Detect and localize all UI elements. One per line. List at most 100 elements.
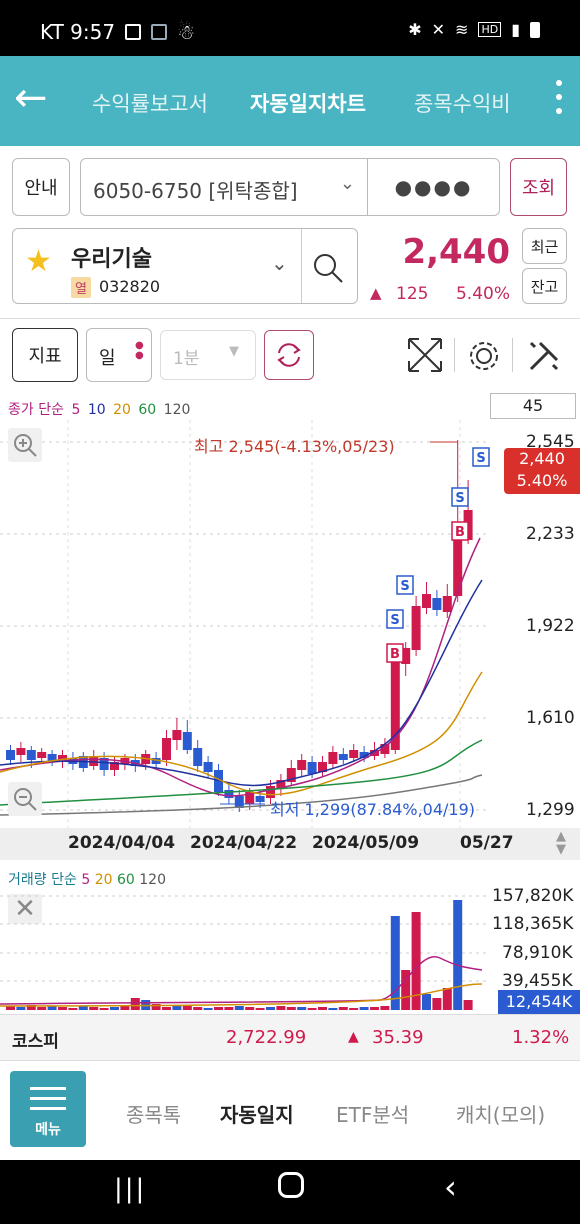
account-select[interactable]: 6050-6750 [위탁종합] ⌄ — [80, 158, 368, 216]
volume-bar — [349, 1008, 359, 1010]
volume-chart[interactable] — [0, 888, 580, 1012]
volume-bar — [182, 1005, 192, 1010]
favorite-star-icon[interactable]: ★ — [25, 244, 52, 279]
candle — [37, 752, 47, 758]
ma-line — [0, 739, 483, 806]
interval-select: 1분 ▼ — [160, 330, 256, 380]
date-tick: 2024/04/04 — [68, 833, 176, 853]
candle — [276, 780, 286, 788]
close-icon[interactable]: ✕ — [8, 894, 42, 924]
candle — [182, 732, 192, 750]
candle — [401, 648, 411, 664]
nav-item-catch[interactable]: 캐치(모의) — [456, 1103, 546, 1127]
marker-rate: 5.40% — [516, 471, 568, 490]
ma-line — [0, 671, 483, 796]
tab-return-report[interactable]: 수익률보고서 — [92, 92, 208, 116]
candle — [442, 596, 452, 612]
nav-item-auto-journal[interactable]: 자동일지 — [220, 1103, 294, 1127]
expand-icon[interactable] — [406, 336, 444, 374]
price-change-rate: 5.40% — [455, 284, 510, 304]
tab-auto-journal-chart[interactable]: 자동일지차트 — [250, 92, 366, 116]
balance-button[interactable]: 잔고 — [522, 268, 567, 304]
zoom-in-icon[interactable] — [8, 428, 42, 466]
candle — [151, 758, 161, 764]
nav-item-stock-talk[interactable]: 종목톡 — [126, 1103, 182, 1127]
price-chart[interactable]: S S B S B S — [0, 420, 580, 828]
vol-ma-20-label: 20 — [94, 872, 113, 888]
refresh-button[interactable] — [264, 330, 314, 380]
back-icon[interactable]: ‹ — [444, 1168, 457, 1206]
hd-badge: HD — [478, 22, 502, 37]
menu-button[interactable]: 메뉴 — [10, 1071, 86, 1147]
stock-select[interactable]: ★ 우리기술 열 032820 ⌄ — [12, 228, 358, 304]
candle — [380, 744, 390, 754]
trade-marker-label: S — [400, 579, 409, 594]
volume-bar — [359, 1007, 369, 1010]
recent-button[interactable]: 최근 — [522, 228, 567, 264]
app-icon: ☃ — [177, 20, 195, 44]
trade-marker-label: S — [455, 491, 464, 506]
recents-icon[interactable]: ||| — [114, 1174, 147, 1204]
volume-bar — [432, 998, 442, 1010]
volume-bar — [89, 1007, 99, 1010]
wifi-icon: ≋ — [455, 20, 469, 39]
candle — [255, 796, 265, 802]
trade-marker — [386, 609, 404, 629]
query-button[interactable]: 조회 — [510, 158, 567, 216]
scroll-arrows-icon[interactable]: ▲ ▼ — [556, 829, 566, 857]
candle — [390, 660, 400, 750]
volume-tick: 78,910K — [502, 943, 573, 963]
candle — [26, 750, 36, 760]
volume-bar — [328, 1008, 338, 1010]
marker-price: 2,440 — [519, 449, 565, 468]
volume-bar — [193, 1007, 203, 1010]
back-arrow-icon[interactable]: ← — [14, 75, 48, 121]
home-icon[interactable] — [278, 1172, 304, 1198]
hamburger-line — [30, 1097, 66, 1100]
info-button[interactable]: 안내 — [12, 158, 70, 216]
volume-bar — [422, 994, 431, 1010]
candle — [286, 768, 296, 782]
ma-5-label: 5 — [71, 402, 81, 418]
divider — [0, 318, 580, 319]
vol-ma-60-label: 60 — [116, 872, 135, 888]
ma-line — [0, 537, 481, 797]
candle-count[interactable]: 45 — [490, 393, 576, 419]
volume-bar — [390, 916, 400, 1010]
refresh-icon — [277, 343, 301, 367]
candle — [432, 598, 442, 610]
candle — [297, 760, 307, 770]
signal-icon: ▮ — [511, 20, 520, 39]
gear-icon[interactable] — [466, 338, 502, 374]
index-bar[interactable]: 코스피 2,722.99 ▲ 35.39 1.32% — [0, 1014, 580, 1060]
volume-bar — [276, 1006, 286, 1010]
zoom-out-icon[interactable] — [8, 782, 42, 820]
volume-bar — [307, 1008, 317, 1010]
up-triangle-icon: ▲ — [348, 1029, 359, 1045]
more-menu-icon[interactable] — [554, 80, 564, 120]
nav-item-etf[interactable]: ETF분석 — [336, 1103, 410, 1127]
candle — [453, 540, 463, 596]
tab-stock-return[interactable]: 종목수익비 — [414, 92, 511, 116]
candle — [47, 754, 57, 762]
period-button[interactable]: 일 ● ● — [86, 328, 152, 382]
index-change: 35.39 — [372, 1027, 424, 1048]
date-tick: 2024/04/22 — [190, 833, 298, 853]
indicator-button[interactable]: 지표 — [12, 328, 78, 382]
volume-bar — [442, 988, 452, 1010]
market-badge: 열 — [71, 277, 91, 298]
volume-bar — [463, 1000, 473, 1010]
account-value: 6050-6750 [위탁종합] — [93, 179, 298, 203]
search-icon[interactable] — [311, 251, 345, 285]
candle — [193, 748, 203, 766]
volume-bar — [6, 1006, 15, 1010]
candle — [110, 762, 119, 770]
hamburger-icon — [30, 1087, 66, 1090]
tools-icon[interactable] — [526, 338, 562, 374]
volume-bar — [78, 1006, 88, 1010]
index-rate: 1.32% — [512, 1027, 570, 1048]
password-field[interactable]: ●●●● — [367, 158, 500, 216]
volume-bar — [380, 1006, 390, 1010]
ma-20-label: 20 — [113, 402, 131, 418]
trade-marker — [386, 643, 404, 663]
